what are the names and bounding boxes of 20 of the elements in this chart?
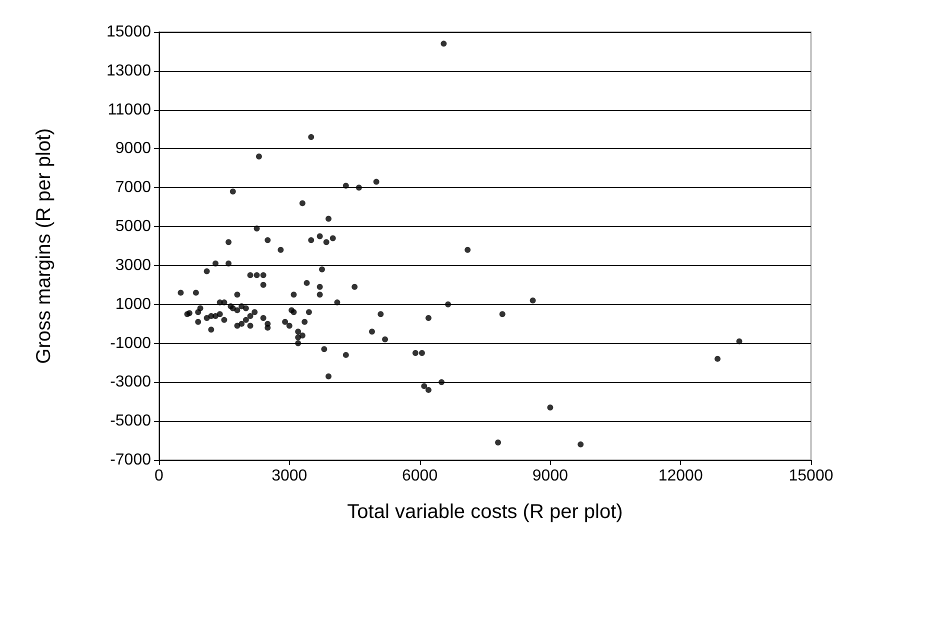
x-tick-label: 9000: [532, 468, 568, 484]
x-tick-label: 15000: [788, 468, 834, 484]
y-tick-label: -7000: [110, 452, 152, 468]
y-tick-label: -3000: [110, 374, 152, 391]
x-axis-title: Total variable costs (R per plot): [347, 501, 623, 523]
y-tick-label: 1000: [115, 296, 152, 313]
y-tick-label: 15000: [106, 24, 152, 40]
y-tick-label: 3000: [115, 256, 152, 274]
y-tick-label: 13000: [106, 62, 152, 80]
x-tick-label: 6000: [402, 468, 438, 484]
x-tick-label: 0: [154, 468, 164, 484]
x-tick-label: 3000: [272, 468, 308, 484]
x-tick-label: 12000: [658, 468, 703, 484]
y-axis-title: Gross margins (R per plot): [33, 128, 55, 364]
y-tick-label: 11000: [108, 101, 152, 118]
y-tick-label: 9000: [115, 140, 152, 158]
y-tick-label: -5000: [110, 412, 152, 430]
y-tick-label: 5000: [115, 218, 152, 236]
y-tick-label: 7000: [115, 179, 152, 196]
y-tick-label: -1000: [110, 334, 152, 352]
